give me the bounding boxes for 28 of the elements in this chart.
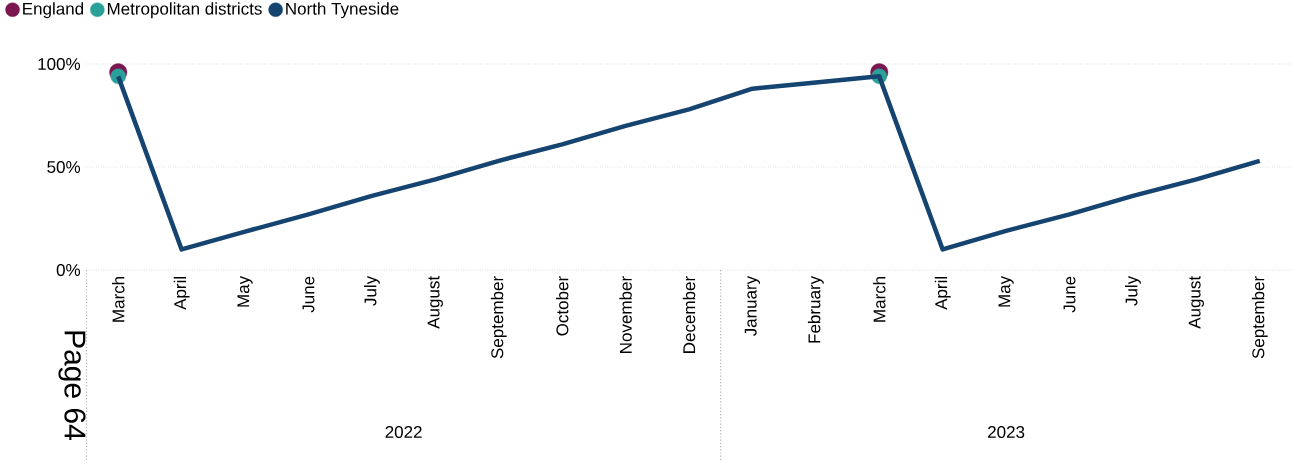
- x-tick-label: June: [1063, 276, 1076, 313]
- x-tick-label: August: [1188, 276, 1204, 329]
- x-tick-label: July: [363, 275, 380, 306]
- x-tick-label: August: [427, 276, 443, 329]
- x-tick-label: April: [173, 277, 190, 310]
- y-tick-label: 0%: [56, 263, 81, 277]
- x-tick-label: January: [744, 275, 761, 337]
- x-tick-label: September: [1251, 276, 1268, 359]
- legend-label: Metropolitan districts: [107, 2, 262, 19]
- x-tick-label: October: [555, 276, 569, 336]
- x-tick-label: June: [302, 276, 315, 313]
- legend-label: North Tyneside: [286, 2, 399, 19]
- text: 2022: [385, 425, 422, 439]
- x-tick-label: April: [934, 277, 951, 310]
- x-tick-label: November: [619, 276, 632, 353]
- x-tick-label: February: [807, 275, 824, 343]
- y-tick-label: 50%: [47, 160, 81, 174]
- x-tick-label: September: [490, 276, 507, 359]
- legend-label: England: [23, 2, 84, 19]
- x-tick-label: March: [873, 276, 886, 322]
- x-tick-label: March: [111, 276, 125, 322]
- text: 2023: [988, 425, 1025, 439]
- y-tick-label: 100%: [38, 57, 81, 71]
- x-tick-label: May: [237, 275, 253, 307]
- x-tick-label: July: [1125, 275, 1141, 306]
- text: Page 64: [58, 331, 86, 440]
- x-tick-label: December: [682, 276, 696, 353]
- x-tick-label: May: [998, 275, 1014, 307]
